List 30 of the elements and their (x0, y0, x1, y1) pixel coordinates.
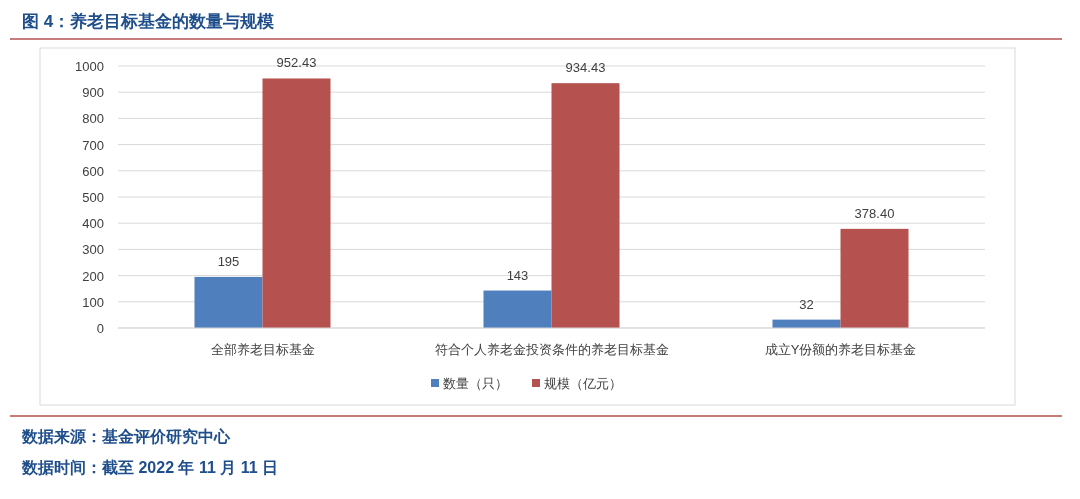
data-label: 934.43 (565, 60, 606, 76)
y-tick-label: 200 (82, 268, 104, 284)
y-tick-label: 0 (96, 321, 104, 336)
data-label: 378.40 (854, 205, 895, 221)
y-tick-label: 600 (82, 163, 104, 179)
y-tick-label: 400 (82, 216, 104, 232)
y-tick-label: 900 (82, 85, 104, 101)
data-label: 195 (217, 253, 240, 269)
legend-label: 规模（亿元） (544, 376, 622, 391)
source-note: 数据来源：基金评价研究中心 (21, 427, 231, 445)
bar (840, 228, 909, 328)
data-label: 952.43 (276, 55, 317, 71)
y-tick-label: 800 (82, 111, 104, 127)
x-tick-label: 全部养老目标基金 (210, 342, 315, 357)
x-tick-label: 符合个人养老金投资条件的养老目标基金 (434, 342, 669, 357)
bar (551, 83, 620, 328)
bar (483, 290, 552, 328)
data-label: 32 (799, 296, 814, 312)
y-tick-label: 100 (82, 294, 104, 310)
x-tick-label: 成立Y份额的养老目标基金 (764, 342, 917, 357)
legend-label: 数量（只） (443, 376, 508, 391)
y-tick-label: 700 (82, 137, 104, 153)
y-tick-label: 500 (82, 190, 104, 205)
y-tick-label: 300 (82, 242, 104, 258)
text: 数据时间：截至 2022 年 11 月 11 日 (21, 459, 279, 476)
bar (262, 78, 331, 328)
chart-title: 图 4：养老目标基金的数量与规模 (22, 12, 275, 31)
bar (194, 276, 263, 328)
data-label: 143 (506, 267, 529, 283)
y-tick-label: 1000 (75, 59, 104, 74)
